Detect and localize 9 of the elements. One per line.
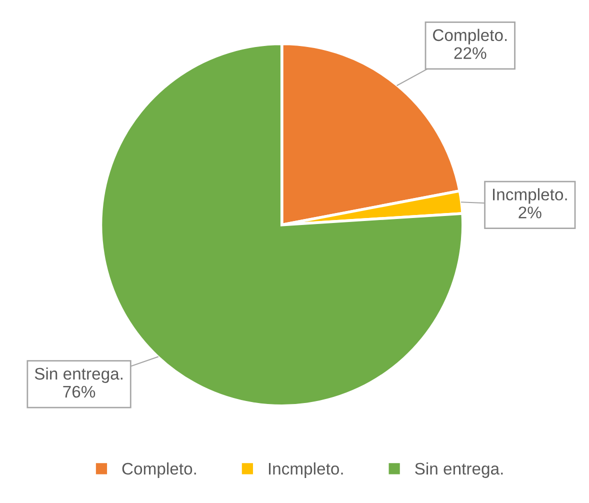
slice-label: Sin entrega. [34,367,122,383]
legend-label: Incmpleto. [268,462,343,478]
legend-label: Sin entrega. [415,462,503,478]
data-label: 76% [63,386,96,398]
data-label: 22% [454,47,486,59]
legend-label: Completo. [122,462,196,478]
data-label: 2% [518,206,542,218]
slice-label: Incmpleto. [493,188,567,204]
slice-label: Completo. [433,28,507,44]
